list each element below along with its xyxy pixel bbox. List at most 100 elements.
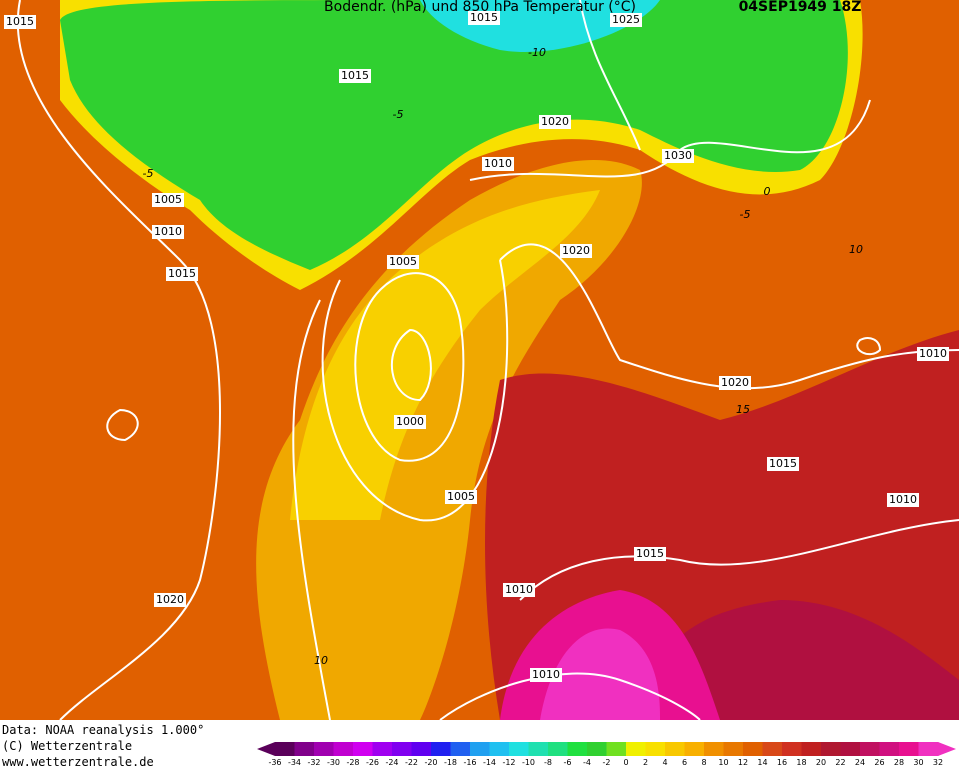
isobar xyxy=(391,328,432,402)
colorbar-swatch xyxy=(801,742,822,756)
temperature-label: -10 xyxy=(528,46,546,59)
colorbar-swatch xyxy=(353,742,373,756)
isobar-label-box xyxy=(482,157,514,171)
colorbar-swatch xyxy=(665,742,685,756)
isobar-label: 1010 xyxy=(484,157,512,170)
colorbar-swatch xyxy=(918,742,939,756)
temperature-label: -5 xyxy=(740,208,751,221)
colorbar-swatch xyxy=(470,742,490,756)
colorbar-label: 30 xyxy=(913,758,923,767)
isobar-label: 1020 xyxy=(721,376,749,389)
colorbar-label: -20 xyxy=(424,758,437,767)
colorbar-label: -10 xyxy=(522,758,535,767)
isobar-label-box xyxy=(152,193,184,207)
colorbar-swatch xyxy=(879,742,900,756)
colorbar-label: 24 xyxy=(855,758,865,767)
colorbar-label: 0 xyxy=(623,758,628,767)
colorbar: -36 -34 -32 -30 -28 -26 -24 -22 -20 -18 -16 -14 -12-… xyxy=(257,742,956,767)
colorbar-swatch xyxy=(743,742,763,756)
field-yellow xyxy=(290,190,600,520)
colorbar-swatch xyxy=(821,742,841,756)
isobar-label: 1000 xyxy=(396,415,424,428)
isobar-label: 1025 xyxy=(612,13,640,26)
colorbar-swatch xyxy=(704,742,724,756)
isobar-label-box xyxy=(662,149,694,163)
isobar-label: 1010 xyxy=(889,493,917,506)
colorbar-swatch xyxy=(723,742,744,756)
isobar-label-box xyxy=(530,668,562,682)
colorbar-label: -2 xyxy=(603,758,611,767)
colorbar-label: 10 xyxy=(718,758,728,767)
colorbar-label: -16 xyxy=(463,758,476,767)
isobar-label-box xyxy=(445,490,477,504)
isobar-label-box xyxy=(503,583,535,597)
colorbar-swatch xyxy=(567,742,588,756)
isobar-label: 1010 xyxy=(505,583,533,596)
colorbar-label: 18 xyxy=(796,758,806,767)
colorbar-swatch xyxy=(411,742,432,756)
isobar-label: 1010 xyxy=(919,347,947,360)
isobar-label-box xyxy=(468,11,500,25)
isobar-label-box xyxy=(719,376,751,390)
colorbar-label: 22 xyxy=(835,758,845,767)
isobar xyxy=(16,0,221,721)
isobar-label-box xyxy=(610,13,642,27)
colorbar-swatch xyxy=(431,742,451,756)
colorbar-label: -34 xyxy=(288,758,301,767)
isobar-label: 1015 xyxy=(636,547,664,560)
isobar xyxy=(519,519,959,601)
colorbar-swatch xyxy=(899,742,919,756)
colorbar-swatch xyxy=(450,742,471,756)
colorbar-label: -28 xyxy=(346,758,359,767)
colorbar-label: -22 xyxy=(405,758,418,767)
colorbar-label: -12 xyxy=(502,758,515,767)
colorbar-label: 26 xyxy=(874,758,884,767)
colorbar-swatch xyxy=(782,742,802,756)
isobar xyxy=(354,272,465,462)
colorbar-swatch xyxy=(606,742,627,756)
colorbar-label: -4 xyxy=(583,758,591,767)
colorbar-label: 32 xyxy=(933,758,943,767)
colorbar-label: 12 xyxy=(738,758,748,767)
colorbar-label: -8 xyxy=(544,758,552,767)
colorbar-label: 16 xyxy=(777,758,787,767)
isobar-label: 1010 xyxy=(532,668,560,681)
isobar-label-box xyxy=(339,69,371,83)
isobar-label: 1030 xyxy=(664,149,692,162)
isobar-label-box xyxy=(394,415,426,429)
isobar-label: 1020 xyxy=(562,244,590,257)
colorbar-label: -26 xyxy=(366,758,379,767)
isobar-label-box xyxy=(4,15,36,29)
isobar-label: 1020 xyxy=(541,115,569,128)
isobar-label-box xyxy=(539,115,571,129)
colorbar-label: 28 xyxy=(894,758,904,767)
isobar xyxy=(321,259,509,522)
isobar-label-box xyxy=(152,225,184,239)
temperature-label: -5 xyxy=(393,108,404,121)
colorbar-label: 2 xyxy=(643,758,648,767)
temperature-label: -5 xyxy=(143,167,154,180)
colorbar-swatch xyxy=(528,742,549,756)
isobar-label-box xyxy=(887,493,919,507)
colorbar-label: -18 xyxy=(444,758,457,767)
colorbar-swatch xyxy=(626,742,646,756)
isobar-label: 1005 xyxy=(154,193,182,206)
temperature-label: 15 xyxy=(736,403,750,416)
isobar xyxy=(106,408,139,442)
isobar-labels: 1015 1015 10251015102010101030100510101015… xyxy=(4,11,949,682)
isobar-label-box xyxy=(560,244,592,258)
isobar xyxy=(499,243,959,390)
colorbar-swatch xyxy=(548,742,568,756)
isobar-label-box xyxy=(634,547,666,561)
temperature-label: 10 xyxy=(314,654,328,667)
map-title: Bodendr. (hPa) und 850 hPa Temperatur (°… xyxy=(324,0,636,15)
field-crimson xyxy=(640,600,959,720)
colorbar-label: 8 xyxy=(701,758,706,767)
isobar-label: 1020 xyxy=(156,593,184,606)
colorbar-swatch xyxy=(684,742,705,756)
isobar-label: 1015 xyxy=(168,267,196,280)
colorbar-swatch xyxy=(587,742,607,756)
colorbar-label: 14 xyxy=(757,758,767,767)
isobar-label: 1015 xyxy=(341,69,369,82)
